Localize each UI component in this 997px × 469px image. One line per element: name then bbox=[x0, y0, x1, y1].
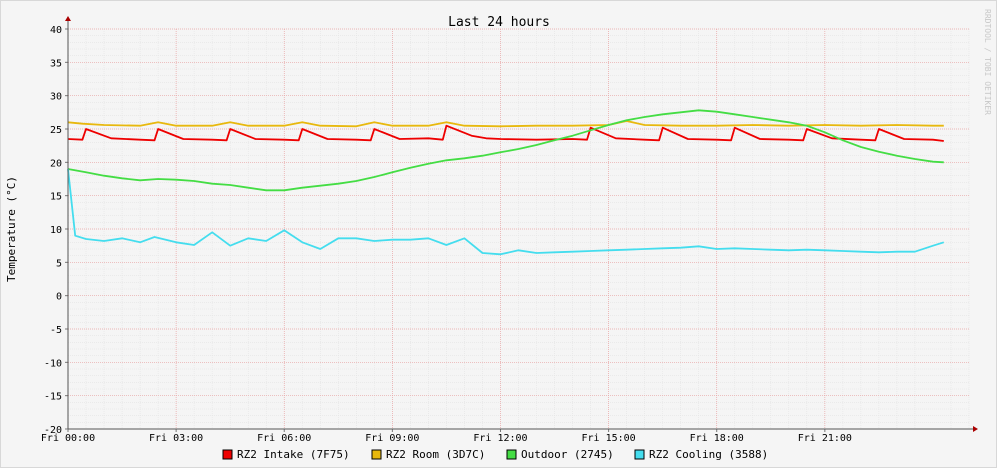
legend-swatch bbox=[371, 449, 382, 460]
y-tick-label: -10 bbox=[44, 358, 62, 369]
y-tick-label: 0 bbox=[56, 292, 62, 303]
x-axis-ticks: Fri 00:00 Fri 03:00 Fri 06:00 Fri 09:00 Fri … bbox=[41, 429, 852, 444]
x-axis-arrow bbox=[973, 426, 978, 432]
legend-swatch bbox=[506, 449, 517, 460]
series-line-3 bbox=[67, 109, 944, 192]
series-line-2 bbox=[67, 120, 944, 128]
y-axis-arrow bbox=[65, 16, 71, 21]
legend-swatch bbox=[634, 449, 645, 460]
y-tick-label: -15 bbox=[44, 392, 62, 403]
y-tick-label: 40 bbox=[50, 25, 62, 36]
y-tick-label: 35 bbox=[50, 58, 62, 69]
x-tick-label: Fri 15:00 bbox=[582, 433, 636, 444]
grid bbox=[67, 28, 970, 430]
legend-swatch bbox=[222, 449, 233, 460]
series-line-4 bbox=[67, 168, 945, 256]
y-tick-label: 25 bbox=[50, 125, 62, 136]
x-tick-label: Fri 00:00 bbox=[41, 433, 95, 444]
y-tick-label: -20 bbox=[44, 425, 62, 436]
legend-label: RZ2 Cooling (3588) bbox=[649, 448, 768, 461]
series-line-1 bbox=[67, 124, 944, 142]
x-tick-label: Fri 12:00 bbox=[473, 433, 527, 444]
legend-label: Outdoor (2745) bbox=[521, 448, 614, 461]
x-tick-label: Fri 21:00 bbox=[798, 433, 852, 444]
x-tick-label: Fri 06:00 bbox=[257, 433, 311, 444]
y-tick-label: 15 bbox=[50, 192, 62, 203]
legend-label: RZ2 Intake (7F75) bbox=[237, 448, 350, 461]
watermark: RRDTOOL / TOBI OETIKER bbox=[983, 9, 992, 115]
y-axis-label: Temperature (°C) bbox=[5, 176, 18, 282]
legend: RZ2 Intake (7F75) RZ2 Room (3D7C) Outdoor … bbox=[222, 448, 768, 461]
series-lines bbox=[67, 109, 945, 256]
y-tick-label: 20 bbox=[50, 158, 62, 169]
x-tick-label: Fri 18:00 bbox=[690, 433, 744, 444]
y-axis-ticks: 40 35 30 25 20 15 10 5 0 -5 -10 -15 -20 bbox=[44, 25, 68, 436]
y-tick-label: 30 bbox=[50, 92, 62, 103]
legend-label: RZ2 Room (3D7C) bbox=[386, 448, 485, 461]
axes bbox=[65, 16, 978, 432]
chart-title: Last 24 hours bbox=[448, 15, 550, 30]
y-tick-label: 5 bbox=[56, 258, 62, 269]
y-tick-label: 10 bbox=[50, 225, 62, 236]
y-tick-label: -5 bbox=[50, 325, 62, 336]
x-tick-label: Fri 09:00 bbox=[365, 433, 419, 444]
x-tick-label: Fri 03:00 bbox=[149, 433, 203, 444]
